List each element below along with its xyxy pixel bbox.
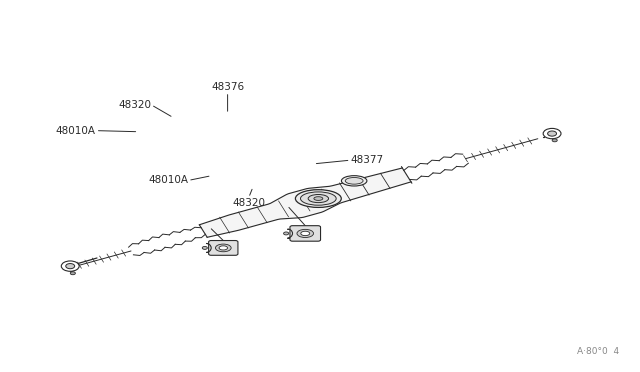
- Circle shape: [61, 261, 79, 271]
- Ellipse shape: [314, 197, 323, 201]
- Circle shape: [543, 128, 561, 139]
- Circle shape: [66, 263, 75, 269]
- Circle shape: [284, 232, 289, 235]
- Ellipse shape: [216, 244, 231, 252]
- FancyBboxPatch shape: [209, 241, 238, 255]
- Ellipse shape: [219, 246, 227, 250]
- FancyBboxPatch shape: [290, 226, 321, 241]
- Text: A·80°0  4: A·80°0 4: [577, 347, 620, 356]
- Text: 48376: 48376: [211, 82, 244, 92]
- Ellipse shape: [301, 231, 310, 235]
- Text: 48010A: 48010A: [148, 176, 188, 186]
- Polygon shape: [199, 168, 411, 237]
- Circle shape: [552, 139, 557, 142]
- Ellipse shape: [345, 177, 363, 184]
- Circle shape: [202, 246, 207, 249]
- Circle shape: [70, 272, 76, 275]
- Ellipse shape: [308, 195, 328, 203]
- Ellipse shape: [301, 192, 336, 205]
- Text: 48377: 48377: [351, 155, 384, 165]
- Ellipse shape: [341, 176, 367, 186]
- Ellipse shape: [296, 190, 341, 208]
- Text: 48010A: 48010A: [56, 126, 96, 136]
- Ellipse shape: [297, 230, 314, 237]
- Circle shape: [548, 131, 557, 136]
- Text: 48320: 48320: [232, 198, 265, 208]
- Text: 48320: 48320: [118, 100, 151, 110]
